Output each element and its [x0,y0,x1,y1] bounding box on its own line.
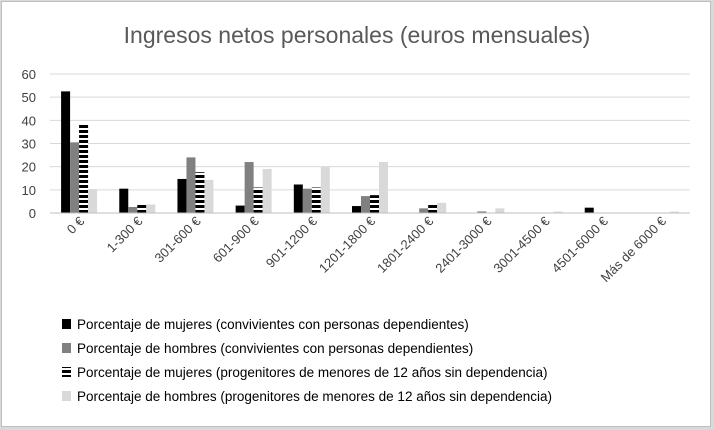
bar [302,188,312,213]
x-tick-label: 3001-4500 € [490,213,553,276]
bar [262,168,272,213]
bar [352,206,361,213]
bar [311,187,321,213]
bar [204,179,214,213]
bar [88,189,98,213]
bar [428,203,438,213]
bar [177,178,187,213]
x-tick-label: 0 € [64,213,88,237]
legend-swatch [62,319,71,329]
y-tick-label: 0 [29,206,36,221]
legend-label: Porcentaje de hombres (progenitores de m… [77,389,552,404]
x-tick-label: 301-600 € [152,213,205,266]
x-tick-label: 4501-6000 € [549,213,612,276]
bar [61,91,71,213]
bar [495,208,505,213]
bars [61,91,679,213]
bar [119,188,129,213]
legend-label: Porcentaje de hombres (convivientes con … [77,341,473,356]
chart-title: Ingresos netos personales (euros mensual… [124,22,591,48]
bar [79,123,89,213]
y-axis-ticks: 0 10 20 30 40 50 60 [22,67,36,221]
legend-label: Porcentaje de mujeres (progenitores de m… [77,365,548,380]
bar [186,157,196,213]
bar [370,195,379,213]
x-tick-label: 2401-3000 € [432,213,495,276]
y-tick-label: 50 [22,90,36,105]
x-axis-ticks: 0 € 1-300 €301-600 €601-900 €901-1200 €12… [64,213,670,285]
legend-swatch [62,367,71,377]
bar [361,196,370,213]
x-tick-label: 901-1200 € [263,213,321,271]
y-tick-label: 30 [22,137,36,152]
x-tick-label: 601-900 € [210,213,263,266]
x-tick-label: 1201-1800 € [316,213,379,276]
bar [669,211,679,213]
bar [70,142,80,213]
bar [293,184,303,213]
bar [253,187,263,213]
legend: Porcentaje de mujeres (convivientes con … [62,317,552,404]
bar [553,211,563,213]
x-tick-label: 1-300 € [104,213,146,255]
bar [437,202,447,213]
gridlines [50,73,690,191]
bar [128,206,138,213]
bar [137,204,147,213]
legend-swatch [62,343,71,353]
bar [146,204,156,213]
y-tick-label: 10 [22,183,36,198]
x-tick-label: 1801-2400 € [374,213,437,276]
y-tick-label: 60 [22,67,36,82]
bar [584,207,594,213]
bar [419,208,429,213]
bar [379,162,388,213]
legend-label: Porcentaje de mujeres (convivientes con … [77,317,469,332]
y-tick-label: 20 [22,160,36,175]
bar [235,205,245,213]
bar [244,162,254,213]
bar [195,172,205,213]
legend-swatch [62,391,71,401]
bar [320,166,330,213]
y-tick-label: 40 [22,113,36,128]
bar [477,211,487,213]
